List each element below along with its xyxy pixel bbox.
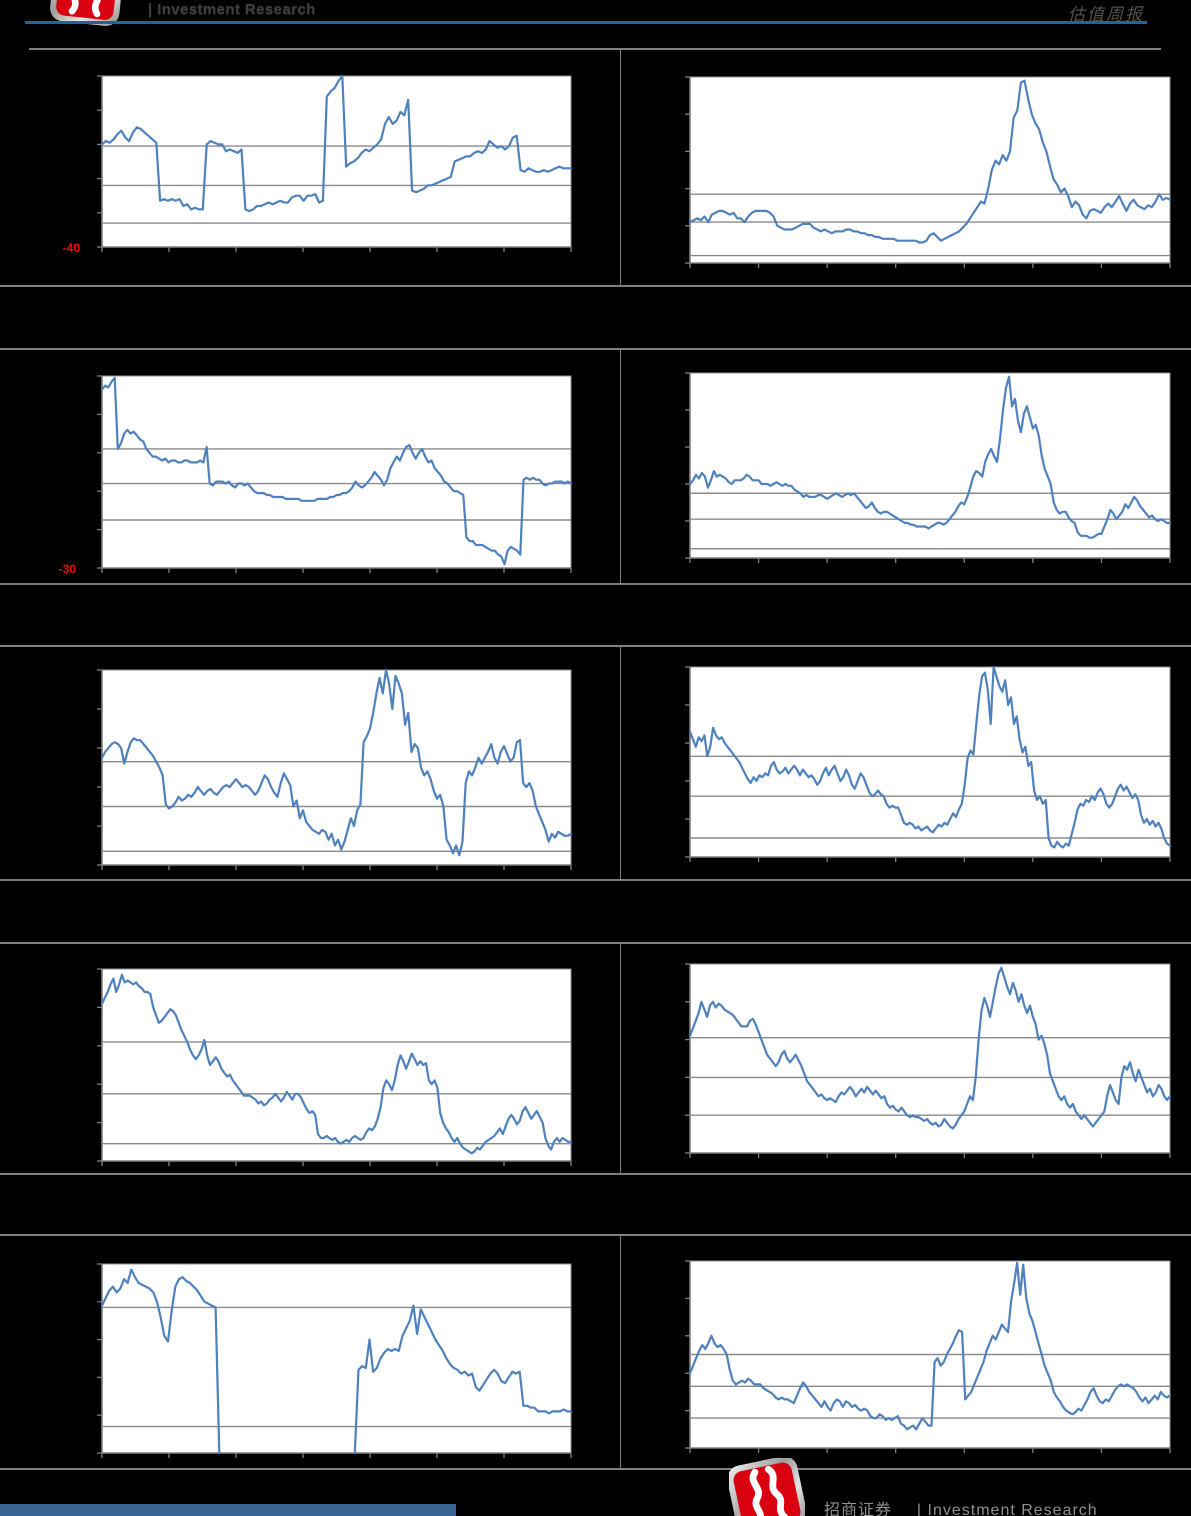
footer-brand-cn: 招商证券 xyxy=(824,1502,893,1516)
chart-row1-right xyxy=(682,76,1172,272)
footer-separator xyxy=(0,1468,1191,1470)
y-axis-min-label-row2-left: -30 xyxy=(58,562,76,576)
header-blue-rule xyxy=(25,21,1147,24)
column-divider xyxy=(620,647,621,879)
footer-accent-bar xyxy=(0,1504,456,1516)
row-separator xyxy=(0,583,1191,585)
column-divider xyxy=(620,1236,621,1468)
row-separator xyxy=(0,645,1191,647)
chart-row3-right xyxy=(682,665,1172,866)
company-logo-icon xyxy=(50,0,124,26)
column-divider xyxy=(620,350,621,583)
document-title: 估值周报 xyxy=(1068,5,1144,25)
chart-row2-right xyxy=(682,372,1172,567)
row-separator xyxy=(0,1173,1191,1175)
chart-row3-left xyxy=(94,668,573,874)
chart-row4-left xyxy=(94,968,573,1170)
row-separator xyxy=(0,348,1191,350)
column-divider xyxy=(620,50,621,285)
header-gray-rule xyxy=(29,48,1161,50)
chart-row5-left xyxy=(94,1263,573,1462)
header-brand-text: | Investment Research xyxy=(148,1,316,18)
footer-brand-text: 招商证券 | Investment Research xyxy=(824,1496,1098,1516)
chart-row4-right xyxy=(682,963,1172,1162)
chart-row1-left xyxy=(94,74,573,256)
chart-row5-right xyxy=(682,1260,1172,1457)
row-separator xyxy=(0,942,1191,944)
y-axis-min-label-row1-left: -40 xyxy=(62,241,80,255)
row-separator xyxy=(0,1234,1191,1236)
chart-row2-left xyxy=(94,375,573,577)
row-separator xyxy=(0,879,1191,881)
row-separator xyxy=(0,285,1191,287)
footer-brand-en: | Investment Research xyxy=(916,1502,1098,1516)
company-logo-icon xyxy=(729,1458,805,1516)
column-divider xyxy=(620,944,621,1173)
